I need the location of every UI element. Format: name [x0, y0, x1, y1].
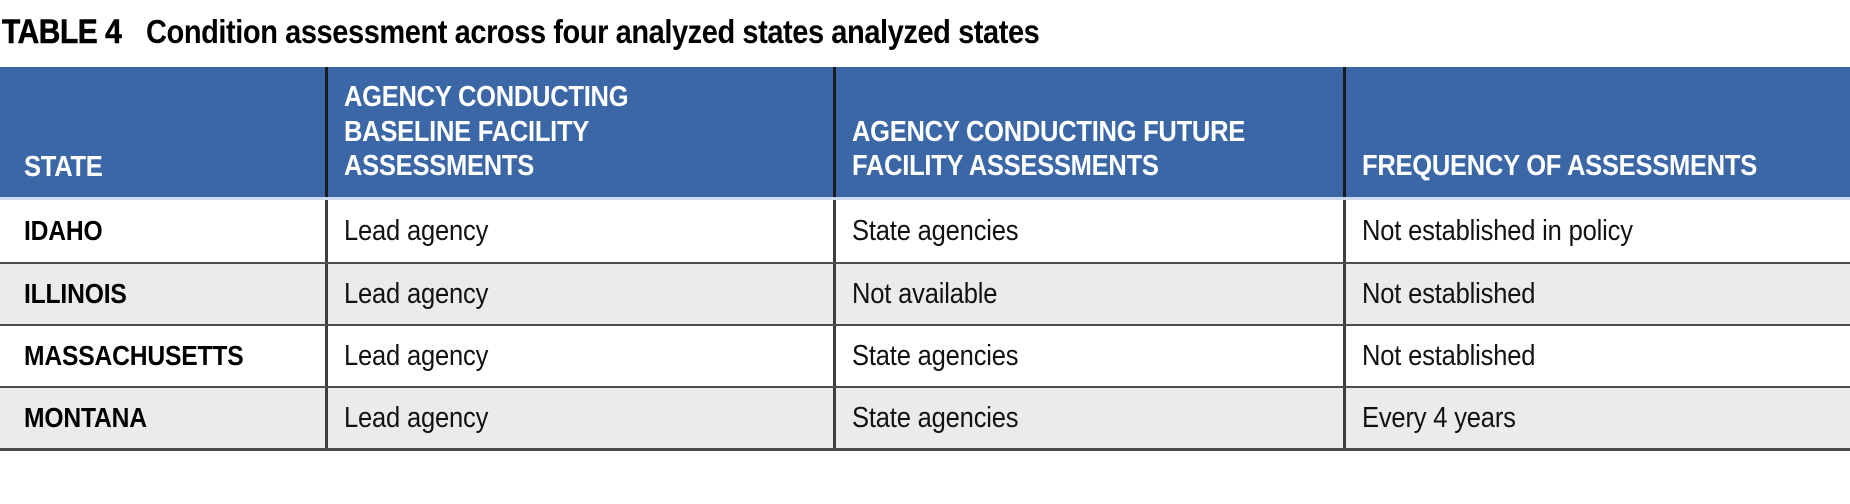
baseline-agency-cell: Lead agency	[325, 200, 833, 262]
column-header-state: STATE	[0, 67, 325, 197]
frequency-value: Not established	[1362, 339, 1536, 372]
table-row-idaho: IDAHO Lead agency State agencies Not est…	[0, 200, 1850, 262]
frequency-cell: Not established	[1343, 326, 1850, 386]
state-cell: ILLINOIS	[0, 264, 325, 324]
future-agency-cell: State agencies	[833, 200, 1343, 262]
baseline-agency-value: Lead agency	[344, 277, 489, 310]
frequency-cell: Every 4 years	[1343, 388, 1850, 448]
frequency-value: Not established	[1362, 277, 1536, 310]
baseline-agency-value: Lead agency	[344, 401, 489, 434]
future-agency-value: State agencies	[852, 339, 1019, 372]
state-name: ILLINOIS	[24, 278, 127, 309]
baseline-agency-cell: Lead agency	[325, 264, 833, 324]
table-header-row: STATE AGENCY CONDUCTING BASELINE FACILIT…	[0, 67, 1850, 200]
condition-assessment-table: STATE AGENCY CONDUCTING BASELINE FACILIT…	[0, 67, 1850, 451]
column-header-future-agency: AGENCY CONDUCTING FUTURE FACILITY ASSESS…	[833, 67, 1343, 197]
state-name: MASSACHUSETTS	[24, 340, 244, 371]
baseline-agency-value: Lead agency	[344, 214, 489, 247]
column-header-baseline-agency-label: AGENCY CONDUCTING BASELINE FACILITY ASSE…	[344, 81, 629, 182]
frequency-cell: Not established in policy	[1343, 200, 1850, 262]
table-row-illinois: ILLINOIS Lead agency Not available Not e…	[0, 262, 1850, 324]
table-number-label: TABLE 4	[2, 13, 122, 52]
column-header-baseline-agency: AGENCY CONDUCTING BASELINE FACILITY ASSE…	[325, 67, 833, 197]
baseline-agency-cell: Lead agency	[325, 388, 833, 448]
table-row-montana: MONTANA Lead agency State agencies Every…	[0, 386, 1850, 448]
table-title: TABLE 4 Condition assessment across four…	[0, 0, 1850, 67]
future-agency-cell: State agencies	[833, 326, 1343, 386]
column-header-future-agency-label: AGENCY CONDUCTING FUTURE FACILITY ASSESS…	[852, 115, 1246, 182]
baseline-agency-cell: Lead agency	[325, 326, 833, 386]
state-cell: MASSACHUSETTS	[0, 326, 325, 386]
future-agency-value: Not available	[852, 277, 998, 310]
state-cell: IDAHO	[0, 200, 325, 262]
frequency-value: Not established in policy	[1362, 214, 1633, 247]
state-cell: MONTANA	[0, 388, 325, 448]
frequency-cell: Not established	[1343, 264, 1850, 324]
baseline-agency-value: Lead agency	[344, 339, 489, 372]
future-agency-cell: State agencies	[833, 388, 1343, 448]
future-agency-value: State agencies	[852, 401, 1019, 434]
table-caption: Condition assessment across four analyze…	[146, 13, 1040, 50]
table-row-massachusetts: MASSACHUSETTS Lead agency State agencies…	[0, 324, 1850, 386]
column-header-frequency-label: FREQUENCY OF ASSESSMENTS	[1362, 149, 1757, 182]
state-name: MONTANA	[24, 402, 147, 433]
column-header-state-label: STATE	[24, 150, 103, 183]
future-agency-cell: Not available	[833, 264, 1343, 324]
state-name: IDAHO	[24, 215, 103, 246]
frequency-value: Every 4 years	[1362, 401, 1516, 434]
future-agency-value: State agencies	[852, 214, 1019, 247]
column-header-frequency: FREQUENCY OF ASSESSMENTS	[1343, 67, 1850, 197]
